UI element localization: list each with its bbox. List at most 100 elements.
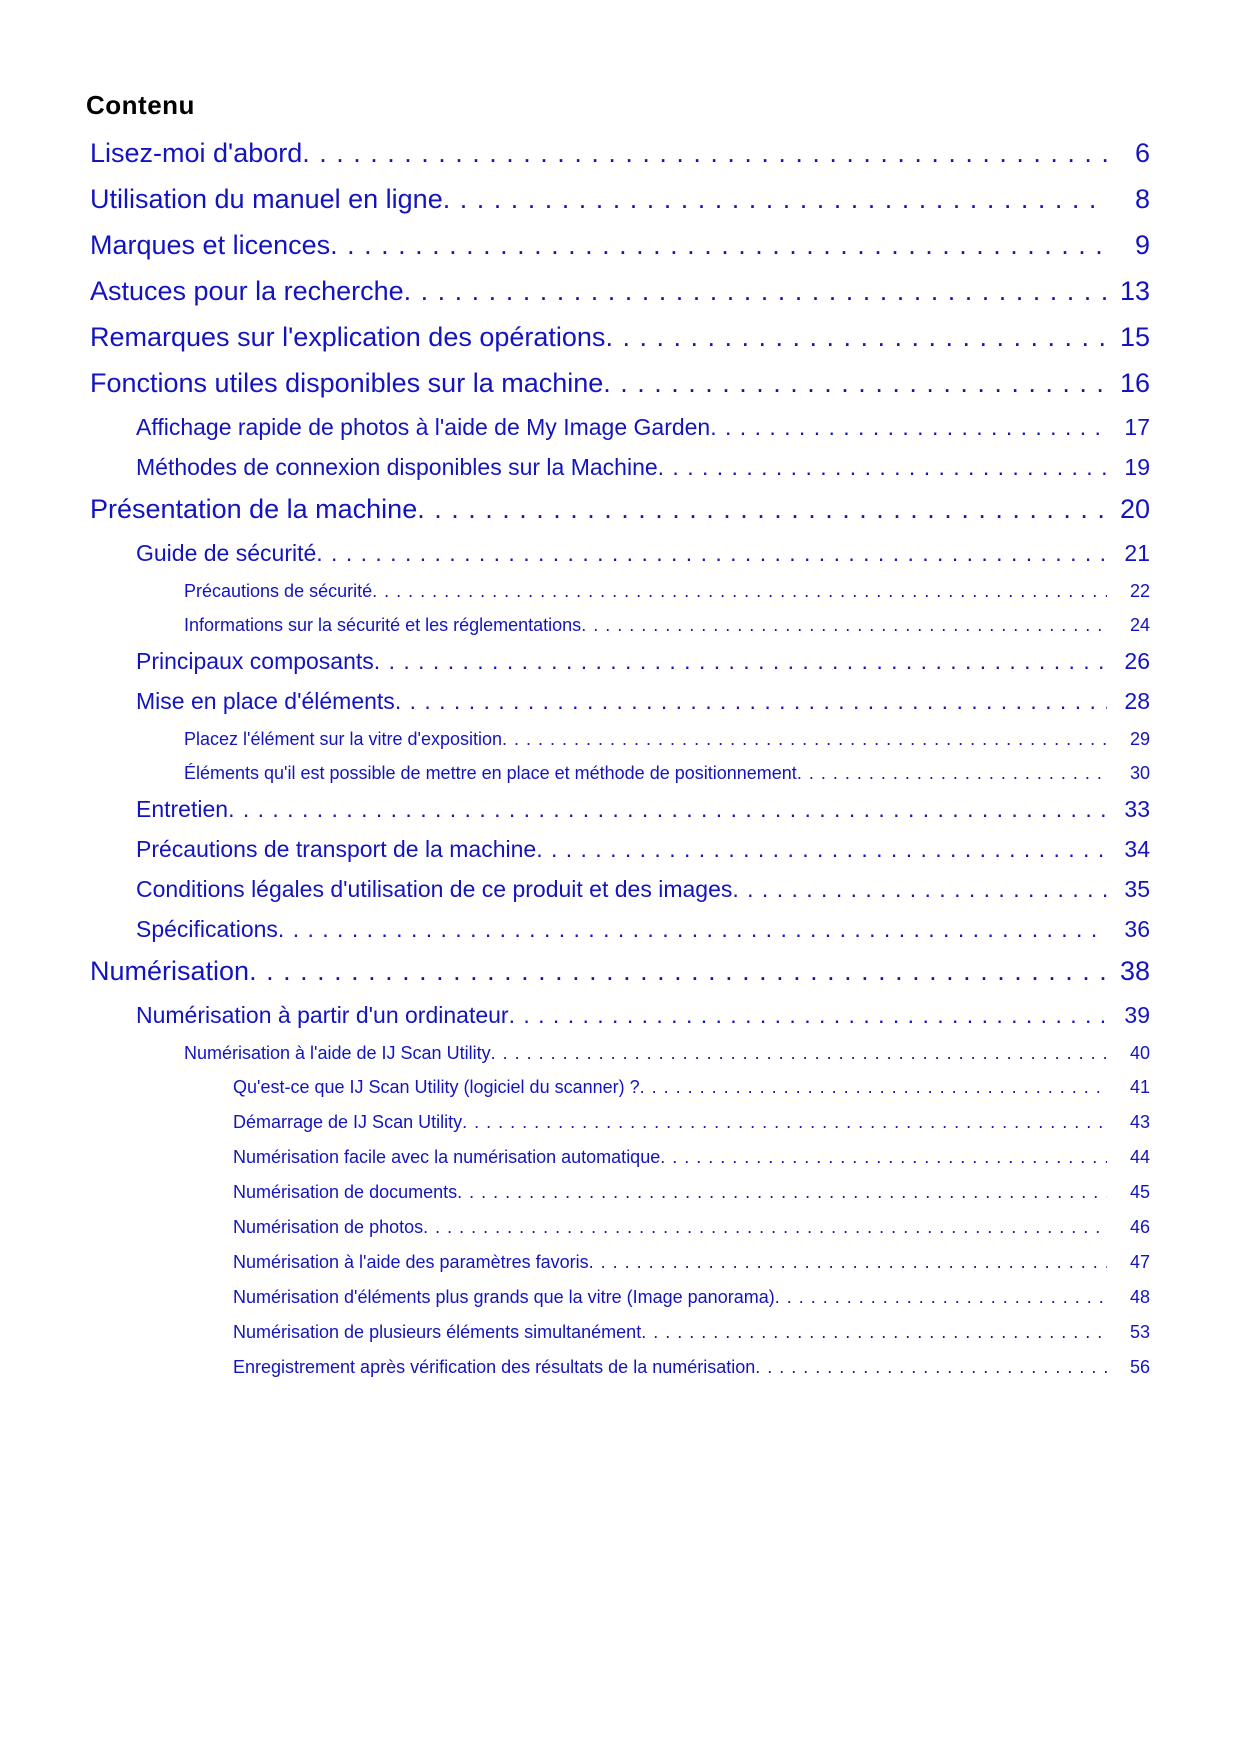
toc-entry[interactable]: Précautions de transport de la machine .… xyxy=(136,838,1150,861)
toc-entry[interactable]: Spécifications . . . . . . . . . . . . .… xyxy=(136,918,1150,941)
page-number: 45 xyxy=(1129,1182,1150,1202)
toc-entry-title: Précautions de sécurité xyxy=(184,581,373,601)
toc-entry-title: Marques et licences xyxy=(90,230,331,260)
toc-entry-title: Numérisation de photos xyxy=(233,1217,424,1237)
toc-entry[interactable]: Lisez-moi d'abord . . . . . . . . . . . … xyxy=(90,140,1150,167)
toc-entry-title: Guide de sécurité xyxy=(136,540,317,566)
toc-entry[interactable]: Principaux composants . . . . . . . . . … xyxy=(136,650,1150,673)
toc-entry[interactable]: Fonctions utiles disponibles sur la mach… xyxy=(90,370,1150,397)
dot-leader: . . . . . . . . . . . . . . . . . . . . … xyxy=(603,370,1107,397)
toc-entry[interactable]: Mise en place d'éléments . . . . . . . .… xyxy=(136,690,1150,713)
dot-leader: . . . . . . . . . . . . . . . . . . . . … xyxy=(403,278,1107,305)
toc-entry-title: Numérisation à l'aide des paramètres fav… xyxy=(233,1252,589,1272)
toc-entry[interactable]: Entretien . . . . . . . . . . . . . . . … xyxy=(136,798,1150,821)
toc-entry-title: Présentation de la machine xyxy=(90,494,418,524)
dot-leader: . . . . . . . . . . . . . . . . . . . . … xyxy=(641,1323,1107,1341)
dot-leader: . . . . . . . . . . . . . . . . . . . . … xyxy=(372,582,1107,600)
dot-leader: . . . . . . . . . . . . . . . . . . . . … xyxy=(657,456,1107,479)
dot-leader: . . . . . . . . . . . . . . . . . . . . … xyxy=(639,1078,1107,1096)
toc-entry[interactable]: Numérisation de documents . . . . . . . … xyxy=(233,1183,1150,1201)
toc-entry-title: Entretien xyxy=(136,796,229,822)
toc-entry[interactable]: Marques et licences . . . . . . . . . . … xyxy=(90,232,1150,259)
dot-leader: . . . . . . . . . . . . . . . . . . . . … xyxy=(423,1218,1107,1236)
toc-entry-title: Numérisation facile avec la numérisation… xyxy=(233,1147,661,1167)
page-number: 43 xyxy=(1129,1112,1150,1132)
page-number: 46 xyxy=(1129,1217,1150,1237)
dot-leader: . . . . . . . . . . . . . . . . . . . . … xyxy=(755,1358,1107,1376)
toc-entry[interactable]: Conditions légales d'utilisation de ce p… xyxy=(136,878,1150,901)
toc-entry-title: Lisez-moi d'abord xyxy=(90,138,303,168)
toc-entry-title: Astuces pour la recherche xyxy=(90,276,404,306)
toc-entry-title: Numérisation xyxy=(90,956,250,986)
toc-entry[interactable]: Enregistrement après vérification des ré… xyxy=(233,1358,1150,1376)
page-number: 35 xyxy=(1124,876,1150,902)
toc-list: Lisez-moi d'abord . . . . . . . . . . . … xyxy=(86,140,1150,1377)
dot-leader: . . . . . . . . . . . . . . . . . . . . … xyxy=(373,650,1107,673)
toc-entry[interactable]: Méthodes de connexion disponibles sur la… xyxy=(136,456,1150,479)
toc-entry[interactable]: Numérisation . . . . . . . . . . . . . .… xyxy=(90,958,1150,985)
toc-entry[interactable]: Numérisation à l'aide de IJ Scan Utility… xyxy=(184,1044,1150,1062)
dot-leader: . . . . . . . . . . . . . . . . . . . . … xyxy=(316,542,1107,565)
toc-entry[interactable]: Astuces pour la recherche . . . . . . . … xyxy=(90,278,1150,305)
toc-entry-title: Principaux composants xyxy=(136,648,374,674)
dot-leader: . . . . . . . . . . . . . . . . . . . . … xyxy=(660,1148,1107,1166)
toc-entry[interactable]: Numérisation de plusieurs éléments simul… xyxy=(233,1323,1150,1341)
toc-entry[interactable]: Placez l'élément sur la vitre d'expositi… xyxy=(184,730,1150,748)
dot-leader: . . . . . . . . . . . . . . . . . . . . … xyxy=(710,416,1107,439)
toc-entry[interactable]: Affichage rapide de photos à l'aide de M… xyxy=(136,416,1150,439)
toc-entry-title: Méthodes de connexion disponibles sur la… xyxy=(136,454,658,480)
toc-entry[interactable]: Numérisation de photos . . . . . . . . .… xyxy=(233,1218,1150,1236)
page-number: 15 xyxy=(1119,322,1150,352)
page-number: 28 xyxy=(1124,688,1150,714)
page-number: 40 xyxy=(1129,1043,1150,1063)
toc-entry[interactable]: Numérisation à partir d'un ordinateur . … xyxy=(136,1004,1150,1027)
toc-entry-title: Utilisation du manuel en ligne xyxy=(90,184,443,214)
toc-entry[interactable]: Démarrage de IJ Scan Utility . . . . . .… xyxy=(233,1113,1150,1131)
toc-entry-title: Mise en place d'éléments xyxy=(136,688,395,714)
toc-entry[interactable]: Guide de sécurité . . . . . . . . . . . … xyxy=(136,542,1150,565)
page-number: 41 xyxy=(1129,1077,1150,1097)
page-number: 26 xyxy=(1124,648,1150,674)
toc-entry[interactable]: Informations sur la sécurité et les régl… xyxy=(184,616,1150,634)
dot-leader: . . . . . . . . . . . . . . . . . . . . … xyxy=(462,1113,1107,1131)
toc-entry-title: Enregistrement après vérification des ré… xyxy=(233,1357,756,1377)
toc-entry-title: Informations sur la sécurité et les régl… xyxy=(184,615,582,635)
dot-leader: . . . . . . . . . . . . . . . . . . . . … xyxy=(277,918,1107,941)
toc-entry[interactable]: Présentation de la machine . . . . . . .… xyxy=(90,496,1150,523)
toc-entry[interactable]: Numérisation facile avec la numérisation… xyxy=(233,1148,1150,1166)
dot-leader: . . . . . . . . . . . . . . . . . . . . … xyxy=(502,730,1107,748)
page-number: 56 xyxy=(1129,1357,1150,1377)
page-number: 17 xyxy=(1124,414,1150,440)
page-number: 39 xyxy=(1124,1002,1150,1028)
page-number: 19 xyxy=(1124,454,1150,480)
dot-leader: . . . . . . . . . . . . . . . . . . . . … xyxy=(490,1044,1107,1062)
page-number: 53 xyxy=(1129,1322,1150,1342)
dot-leader: . . . . . . . . . . . . . . . . . . . . … xyxy=(330,232,1107,259)
page-number: 36 xyxy=(1124,916,1150,942)
dot-leader: . . . . . . . . . . . . . . . . . . . . … xyxy=(508,1004,1107,1027)
toc-entry-title: Spécifications xyxy=(136,916,278,942)
dot-leader: . . . . . . . . . . . . . . . . . . . . … xyxy=(581,616,1107,634)
dot-leader: . . . . . . . . . . . . . . . . . . . . … xyxy=(417,496,1107,523)
toc-entry[interactable]: Numérisation d'éléments plus grands que … xyxy=(233,1288,1150,1306)
toc-entry-title: Qu'est-ce que IJ Scan Utility (logiciel … xyxy=(233,1077,640,1097)
toc-entry-title: Numérisation de documents xyxy=(233,1182,458,1202)
toc-entry[interactable]: Précautions de sécurité . . . . . . . . … xyxy=(184,582,1150,600)
dot-leader: . . . . . . . . . . . . . . . . . . . . … xyxy=(249,958,1107,985)
toc-entry[interactable]: Remarques sur l'explication des opératio… xyxy=(90,324,1150,351)
toc-entry[interactable]: Qu'est-ce que IJ Scan Utility (logiciel … xyxy=(233,1078,1150,1096)
toc-entry[interactable]: Éléments qu'il est possible de mettre en… xyxy=(184,764,1150,782)
dot-leader: . . . . . . . . . . . . . . . . . . . . … xyxy=(588,1253,1107,1271)
toc-entry-title: Éléments qu'il est possible de mettre en… xyxy=(184,763,797,783)
toc-entry-title: Fonctions utiles disponibles sur la mach… xyxy=(90,368,604,398)
dot-leader: . . . . . . . . . . . . . . . . . . . . … xyxy=(394,690,1107,713)
dot-leader: . . . . . . . . . . . . . . . . . . . . … xyxy=(302,140,1107,167)
dot-leader: . . . . . . . . . . . . . . . . . . . . … xyxy=(536,838,1107,861)
toc-entry-title: Placez l'élément sur la vitre d'expositi… xyxy=(184,729,503,749)
dot-leader: . . . . . . . . . . . . . . . . . . . . … xyxy=(442,186,1107,213)
toc-entry[interactable]: Numérisation à l'aide des paramètres fav… xyxy=(233,1253,1150,1271)
dot-leader: . . . . . . . . . . . . . . . . . . . . … xyxy=(774,1288,1107,1306)
toc-entry[interactable]: Utilisation du manuel en ligne . . . . .… xyxy=(90,186,1150,213)
toc-entry-title: Remarques sur l'explication des opératio… xyxy=(90,322,606,352)
